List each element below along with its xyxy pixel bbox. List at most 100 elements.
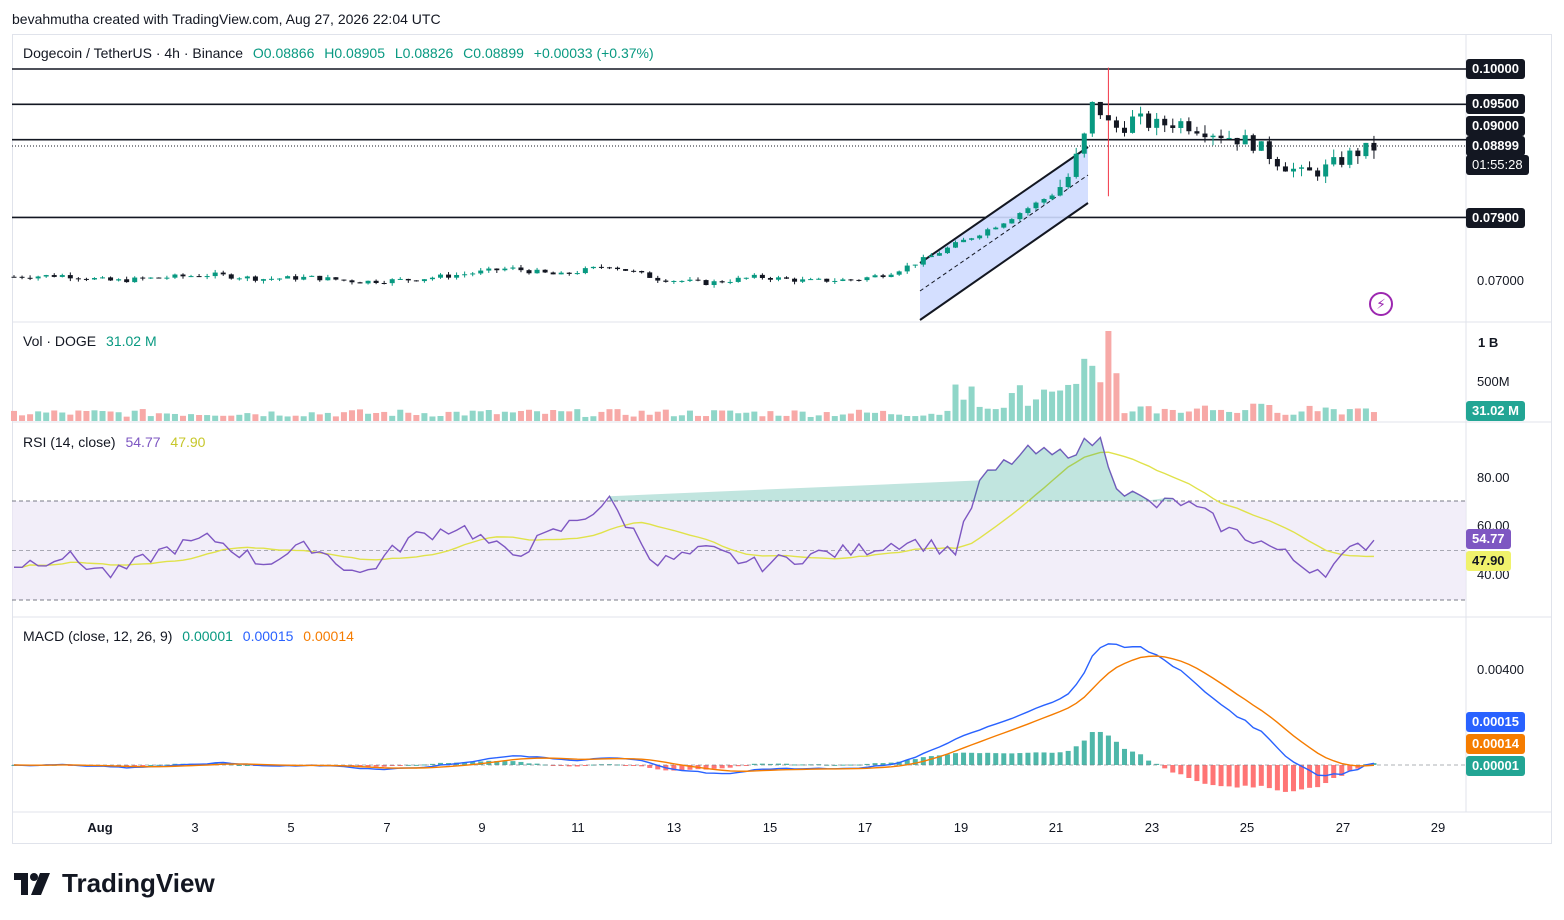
macd-hist-bar bbox=[687, 765, 693, 770]
volume-bar bbox=[1346, 409, 1353, 421]
volume-bar bbox=[236, 414, 243, 421]
candle-body bbox=[751, 274, 757, 278]
volume-tag: 31.02 M bbox=[1466, 401, 1525, 421]
candle-body bbox=[711, 281, 717, 286]
macd-legend: MACD (close, 12, 26, 9) 0.00001 0.00015 … bbox=[23, 628, 360, 644]
macd-hist-bar bbox=[510, 761, 516, 765]
tradingview-logo-icon bbox=[14, 872, 50, 895]
macd-hist-bar bbox=[671, 765, 677, 771]
candle-body bbox=[936, 253, 942, 256]
candle-body bbox=[1218, 135, 1224, 139]
candle-body bbox=[647, 272, 653, 278]
volume-bar bbox=[147, 416, 154, 421]
volume-bar bbox=[188, 414, 195, 421]
macd-hist-bar bbox=[1290, 765, 1296, 792]
volume-bar bbox=[139, 409, 146, 421]
candle-body bbox=[285, 276, 291, 279]
volume-bar bbox=[590, 416, 597, 421]
macd-hist-bar bbox=[462, 762, 468, 765]
footer-brand: TradingView bbox=[62, 868, 215, 898]
volume-bar bbox=[606, 409, 613, 421]
chart-frame[interactable] bbox=[12, 34, 1552, 844]
macd-hist-bar bbox=[1105, 735, 1111, 765]
volume-bar bbox=[968, 386, 975, 421]
volume-bar bbox=[1266, 405, 1273, 421]
rsi-overbought-fill bbox=[609, 437, 1173, 501]
x-tick-27: 27 bbox=[1335, 820, 1351, 835]
macd-hist-bar bbox=[1025, 752, 1031, 765]
volume-bar bbox=[91, 410, 98, 421]
x-tick-7: 7 bbox=[383, 820, 391, 835]
macd-hist-bar bbox=[1250, 765, 1256, 788]
volume-bar bbox=[316, 414, 323, 421]
candle-body bbox=[896, 271, 902, 275]
volume-bar bbox=[19, 415, 26, 421]
macd-signal-tag: 0.00014 bbox=[1466, 734, 1525, 754]
x-tick-13: 13 bbox=[666, 820, 682, 835]
candle-body bbox=[11, 276, 17, 278]
volume-bar bbox=[1274, 412, 1281, 421]
candle-body bbox=[623, 269, 629, 271]
footer-logo[interactable]: TradingView bbox=[14, 868, 215, 899]
macd-hist-bar bbox=[848, 764, 854, 766]
countdown-tag: 01:55:28 bbox=[1466, 155, 1529, 175]
volume-bar bbox=[1330, 409, 1337, 421]
volume-bar bbox=[196, 414, 203, 421]
volume-bar bbox=[284, 416, 291, 421]
volume-bar bbox=[936, 414, 943, 421]
macd-hist-bar bbox=[1323, 765, 1329, 784]
candle-body bbox=[91, 278, 97, 280]
volume-bar bbox=[630, 416, 637, 421]
candle-body bbox=[1210, 135, 1216, 138]
candle-body bbox=[663, 280, 669, 282]
volume-bar bbox=[823, 412, 830, 421]
candle-body bbox=[252, 276, 258, 281]
macd-hist-bar bbox=[775, 763, 781, 765]
candle-body bbox=[317, 275, 323, 281]
macd-hist-bar bbox=[961, 752, 967, 765]
volume-bar bbox=[542, 413, 549, 421]
macd-hist-bar bbox=[719, 765, 725, 769]
volume-bar bbox=[872, 412, 879, 421]
x-tick-19: 19 bbox=[953, 820, 969, 835]
macd-hist-bar bbox=[880, 763, 886, 765]
flash-icon[interactable]: ⚡ bbox=[1369, 292, 1393, 316]
candle-body bbox=[293, 276, 299, 280]
candle-body bbox=[526, 270, 532, 274]
macd-hist-bar bbox=[944, 754, 950, 765]
x-tick-9: 9 bbox=[478, 820, 486, 835]
macd-hist-bar bbox=[1226, 765, 1232, 787]
volume-bar bbox=[743, 412, 750, 421]
candle-body bbox=[421, 279, 427, 282]
volume-bar bbox=[405, 412, 412, 421]
macd-hist-bar bbox=[703, 765, 709, 770]
volume-bar bbox=[638, 410, 645, 421]
candle-body bbox=[1009, 219, 1015, 224]
volume-bar bbox=[1338, 414, 1345, 421]
macd-hist-bar bbox=[969, 752, 975, 765]
candle-body bbox=[220, 272, 226, 275]
macd-hist-bar bbox=[1121, 748, 1127, 765]
volume-bar bbox=[308, 412, 315, 421]
candle-body bbox=[446, 274, 452, 278]
volume-bar bbox=[992, 409, 999, 421]
candle-body bbox=[566, 272, 572, 274]
volume-bar bbox=[1354, 408, 1361, 421]
volume-bar bbox=[775, 415, 782, 421]
candle-body bbox=[1258, 141, 1264, 151]
volume-bar bbox=[855, 409, 862, 421]
candle-body bbox=[534, 269, 540, 274]
x-tick-25: 25 bbox=[1239, 820, 1255, 835]
volume-bar bbox=[1016, 385, 1023, 421]
volume-bar bbox=[1250, 403, 1257, 421]
macd-hist-bar bbox=[1001, 753, 1007, 765]
candle-body bbox=[719, 281, 725, 283]
volume-bar bbox=[1057, 390, 1064, 421]
candle-body bbox=[977, 235, 983, 239]
candle-body bbox=[67, 275, 73, 279]
symbol-legend: Dogecoin / TetherUS · 4h · Binance O0.08… bbox=[23, 45, 660, 61]
volume-bar bbox=[1314, 411, 1321, 421]
candle-body bbox=[494, 268, 500, 271]
volume-bar bbox=[904, 416, 911, 421]
